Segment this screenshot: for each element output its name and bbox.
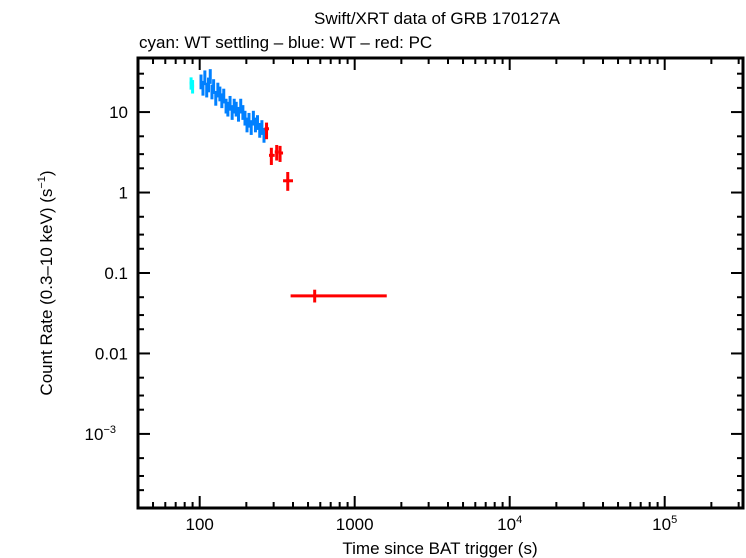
data-point	[264, 122, 269, 140]
data-point	[191, 80, 195, 94]
data-point	[228, 95, 232, 111]
data-point	[278, 145, 284, 162]
data-point	[212, 79, 216, 94]
x-axis-label: Time since BAT trigger (s)	[342, 539, 537, 558]
data-point	[236, 106, 240, 122]
series-wt-settling	[189, 77, 195, 94]
y-tick-label: 0.1	[104, 264, 128, 283]
data-point	[234, 101, 238, 117]
y-tick-label: 0.01	[95, 344, 128, 363]
data-point	[258, 122, 262, 138]
chart-title: Swift/XRT data of GRB 170127A	[314, 9, 561, 28]
data-point	[260, 120, 264, 135]
plot-frame	[136, 56, 745, 510]
x-tick-label: 105	[652, 514, 677, 534]
y-tick-label: 10	[109, 103, 128, 122]
data-point	[249, 120, 253, 135]
x-tick-label: 1000	[336, 515, 374, 534]
data-point	[207, 77, 211, 93]
data-point	[283, 171, 294, 191]
data-point	[208, 69, 212, 84]
data-point	[262, 127, 266, 143]
data-point	[255, 115, 259, 130]
series-wt	[199, 69, 266, 143]
plot-area: 100 1000 104 105 10 1 0.1 0.01 10−3	[85, 56, 745, 534]
data-point	[226, 101, 230, 117]
series-pc	[264, 122, 387, 303]
data-point	[203, 70, 207, 86]
y-axis-label: Count Rate (0.3–10 keV) (s−1)	[36, 170, 56, 395]
data-point	[214, 90, 218, 106]
data-point	[268, 147, 275, 165]
data-point	[290, 289, 387, 303]
y-tick-label: 1	[119, 184, 128, 203]
x-tick-label: 104	[497, 514, 522, 534]
data-point	[247, 112, 251, 128]
x-tick-label: 100	[185, 515, 213, 534]
data-point	[222, 88, 226, 104]
y-tick-label: 10−3	[85, 424, 116, 444]
data-point	[274, 144, 279, 161]
data-point	[201, 80, 205, 96]
chart-subtitle: cyan: WT settling – blue: WT – red: PC	[139, 33, 432, 52]
